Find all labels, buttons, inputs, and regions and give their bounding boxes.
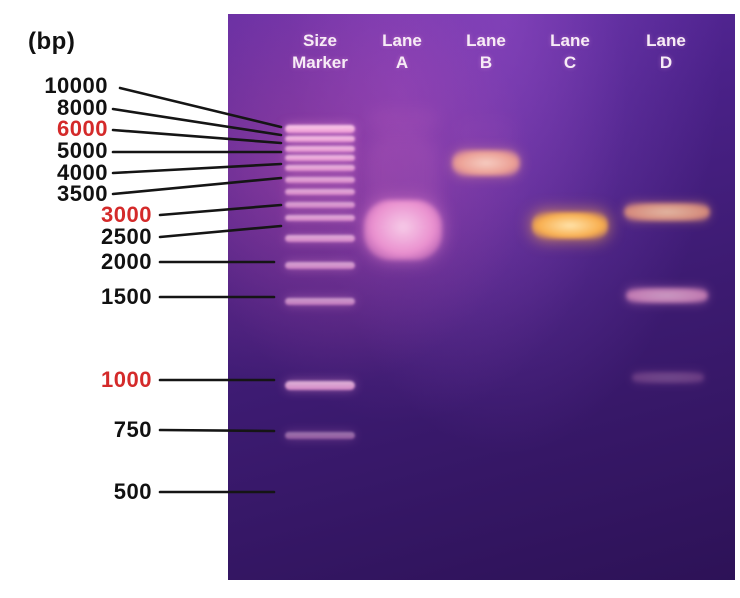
marker-band — [285, 381, 355, 390]
marker-band — [285, 177, 355, 183]
lane-d-band-1 — [624, 203, 710, 221]
lane-header-a: Lane A — [354, 30, 450, 74]
marker-band — [285, 202, 355, 208]
bp-label-10000: 10000 — [44, 73, 108, 98]
marker-band — [285, 146, 355, 152]
lane-header-line1: Lane — [466, 31, 506, 50]
bp-label-8000: 8000 — [57, 95, 108, 120]
bp-label-750: 750 — [113, 417, 152, 442]
bp-label-1000: 1000 — [101, 367, 152, 392]
bp-label-5000: 5000 — [57, 138, 108, 163]
bp-label-3000: 3000 — [101, 202, 152, 227]
lane-header-line2: D — [659, 53, 673, 72]
marker-band — [285, 155, 355, 161]
bp-label-6000: 6000 — [57, 116, 108, 141]
marker-band — [285, 125, 355, 133]
lane-a-faint-band — [368, 109, 438, 131]
marker-band — [285, 432, 355, 439]
marker-band — [285, 189, 355, 195]
bp-label-1500: 1500 — [101, 284, 152, 309]
lane-header-line1: Lane — [550, 31, 590, 50]
lane-header-line2: A — [395, 53, 409, 72]
lane-header-line2: B — [479, 53, 493, 72]
lane-d-band-3 — [632, 372, 704, 383]
bp-label-2000: 2000 — [101, 249, 152, 274]
lane-header-size-marker: Size Marker — [272, 30, 368, 74]
gel-image: Size Marker Lane A Lane B Lane C Lane D — [228, 14, 735, 580]
lane-header-line2: Marker — [292, 53, 348, 72]
lane-b-band — [452, 150, 520, 176]
lane-c-band — [532, 212, 608, 239]
bp-label-3500: 3500 — [57, 181, 108, 206]
lane-header-line2: C — [563, 53, 577, 72]
marker-band — [285, 136, 355, 142]
bp-label-500: 500 — [113, 479, 152, 504]
lane-header-line1: Lane — [646, 31, 686, 50]
lane-header-d: Lane D — [618, 30, 714, 74]
marker-band — [285, 235, 355, 242]
marker-band — [285, 298, 355, 305]
bp-unit-label: (bp) — [28, 28, 76, 55]
lane-d-band-2 — [626, 288, 708, 303]
lane-header-c: Lane C — [522, 30, 618, 74]
bp-label-4000: 4000 — [57, 160, 108, 185]
lane-header-b: Lane B — [438, 30, 534, 74]
lane-header-line1: Lane — [382, 31, 422, 50]
marker-band — [285, 262, 355, 269]
marker-band — [285, 215, 355, 221]
marker-band — [285, 165, 355, 171]
bp-label-2500: 2500 — [101, 224, 152, 249]
lane-header-line1: Size — [302, 31, 338, 50]
lane-b-smear — [456, 118, 516, 148]
lane-a-band — [364, 200, 442, 260]
